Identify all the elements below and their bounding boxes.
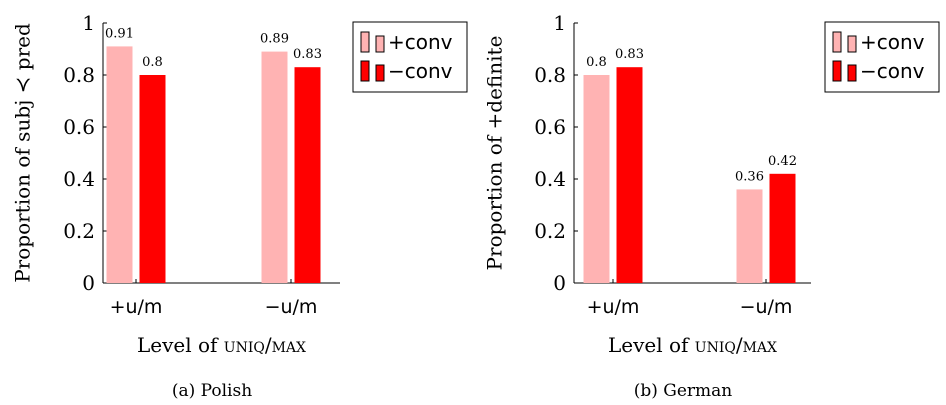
bar-plus-conv (736, 189, 763, 283)
data-label: 0.8 (142, 55, 163, 70)
legend-swatch (360, 31, 370, 53)
y-tick-label: 0.8 (534, 63, 566, 87)
x-tick-label: +u/m (110, 296, 163, 318)
x-axis-label: Level of uniq/max (608, 333, 777, 357)
y-tick-label: 0 (553, 271, 566, 295)
y-axis-label: Proportion of subj ≺ pred (11, 23, 35, 283)
y-axis-label: Proportion of +definite (483, 36, 507, 271)
legend-label: −conv (388, 59, 453, 83)
legend: +conv −conv (824, 21, 940, 93)
data-label: 0.42 (768, 154, 797, 169)
data-label: 0.83 (615, 47, 644, 62)
y-tick-label: 0.8 (63, 63, 95, 87)
legend: +conv −conv (352, 21, 468, 93)
legend-swatch (847, 35, 857, 53)
legend-swatch (847, 64, 857, 82)
bar-plus-conv (583, 75, 610, 283)
y-tick-label: 0.6 (534, 115, 566, 139)
legend-swatch (832, 31, 842, 53)
legend-swatch (832, 60, 842, 82)
bar-minus-conv (294, 67, 321, 283)
legend-box (824, 21, 940, 93)
x-axis-label: Level of uniq/max (137, 333, 306, 357)
bar-plus-conv (106, 46, 133, 284)
legend-swatch (375, 64, 385, 82)
caption: (a) Polish (172, 381, 252, 401)
y-tick-label: 0.2 (63, 219, 95, 243)
y-tick-label: 1 (82, 11, 95, 35)
legend-swatch (360, 60, 370, 82)
legend-box (352, 21, 468, 93)
data-label: 0.83 (293, 47, 322, 62)
legend-swatch (375, 35, 385, 53)
data-label: 0.36 (735, 169, 764, 184)
bar-minus-conv (616, 67, 643, 283)
y-tick-label: 1 (553, 11, 566, 35)
legend-label: +conv (860, 30, 925, 54)
x-tick-label: −u/m (265, 296, 318, 318)
legend-label: −conv (860, 59, 925, 83)
bar-minus-conv (139, 75, 166, 283)
chart-german: 0 0.2 0.4 0.6 0.8 1 +u/m 0.8 0.83 −u/m 0.36 0.42 Pro… (483, 11, 940, 401)
caption: (b) German (634, 381, 733, 401)
data-label: 0.89 (260, 32, 289, 47)
bar-minus-conv (769, 173, 796, 283)
x-tick-label: +u/m (587, 296, 640, 318)
chart-polish: 0 0.2 0.4 0.6 0.8 1 +u/m 0.91 0.8 −u/m 0.89 0.83 Pro… (11, 11, 468, 401)
x-tick-label: −u/m (740, 296, 793, 318)
y-tick-label: 0.4 (534, 167, 566, 191)
y-tick-label: 0.6 (63, 115, 95, 139)
y-tick-label: 0.2 (534, 219, 566, 243)
data-label: 0.8 (586, 55, 607, 70)
y-tick-label: 0.4 (63, 167, 95, 191)
bar-plus-conv (261, 51, 288, 283)
legend-label: +conv (388, 30, 453, 54)
y-tick-label: 0 (82, 271, 95, 295)
data-label: 0.91 (105, 26, 134, 41)
